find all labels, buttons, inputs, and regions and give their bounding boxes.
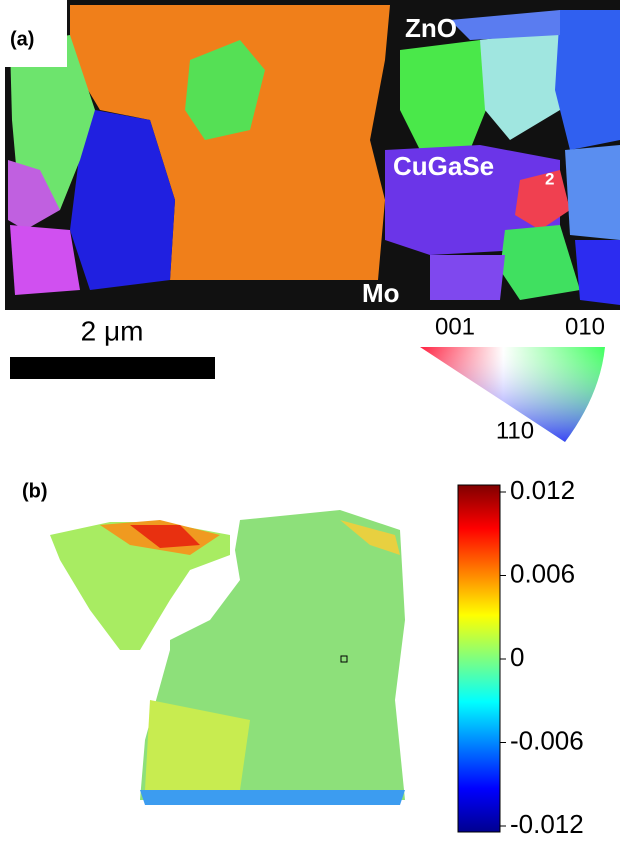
colorbar-ticks: 0.012 0.006 0 -0.006 -0.012 bbox=[500, 475, 584, 839]
colorbar bbox=[457, 484, 501, 833]
key-label: 010 bbox=[565, 313, 605, 340]
phase-label: ZnO bbox=[405, 13, 457, 43]
phase-label: Mo bbox=[362, 278, 400, 308]
phase-subscript: 2 bbox=[545, 169, 554, 188]
scale-bar-label: 2 μm bbox=[81, 315, 144, 346]
colorbar-tick-label: -0.006 bbox=[510, 725, 584, 755]
orientation-map bbox=[0, 0, 620, 310]
phase-label: CuGaSe bbox=[393, 151, 494, 181]
key-label: 110 bbox=[496, 417, 534, 444]
colorbar-tick-label: 0.006 bbox=[510, 558, 575, 588]
strain-map bbox=[50, 510, 405, 805]
color-key bbox=[420, 347, 605, 442]
panel-label: (b) bbox=[22, 480, 48, 502]
colorbar-tick-label: 0 bbox=[510, 642, 524, 672]
panel-label: (a) bbox=[10, 28, 34, 50]
colorbar-tick-label: 0.012 bbox=[510, 475, 575, 505]
scale-bar bbox=[10, 357, 215, 379]
key-label: 001 bbox=[435, 313, 475, 340]
colorbar-tick-label: -0.012 bbox=[510, 809, 584, 839]
